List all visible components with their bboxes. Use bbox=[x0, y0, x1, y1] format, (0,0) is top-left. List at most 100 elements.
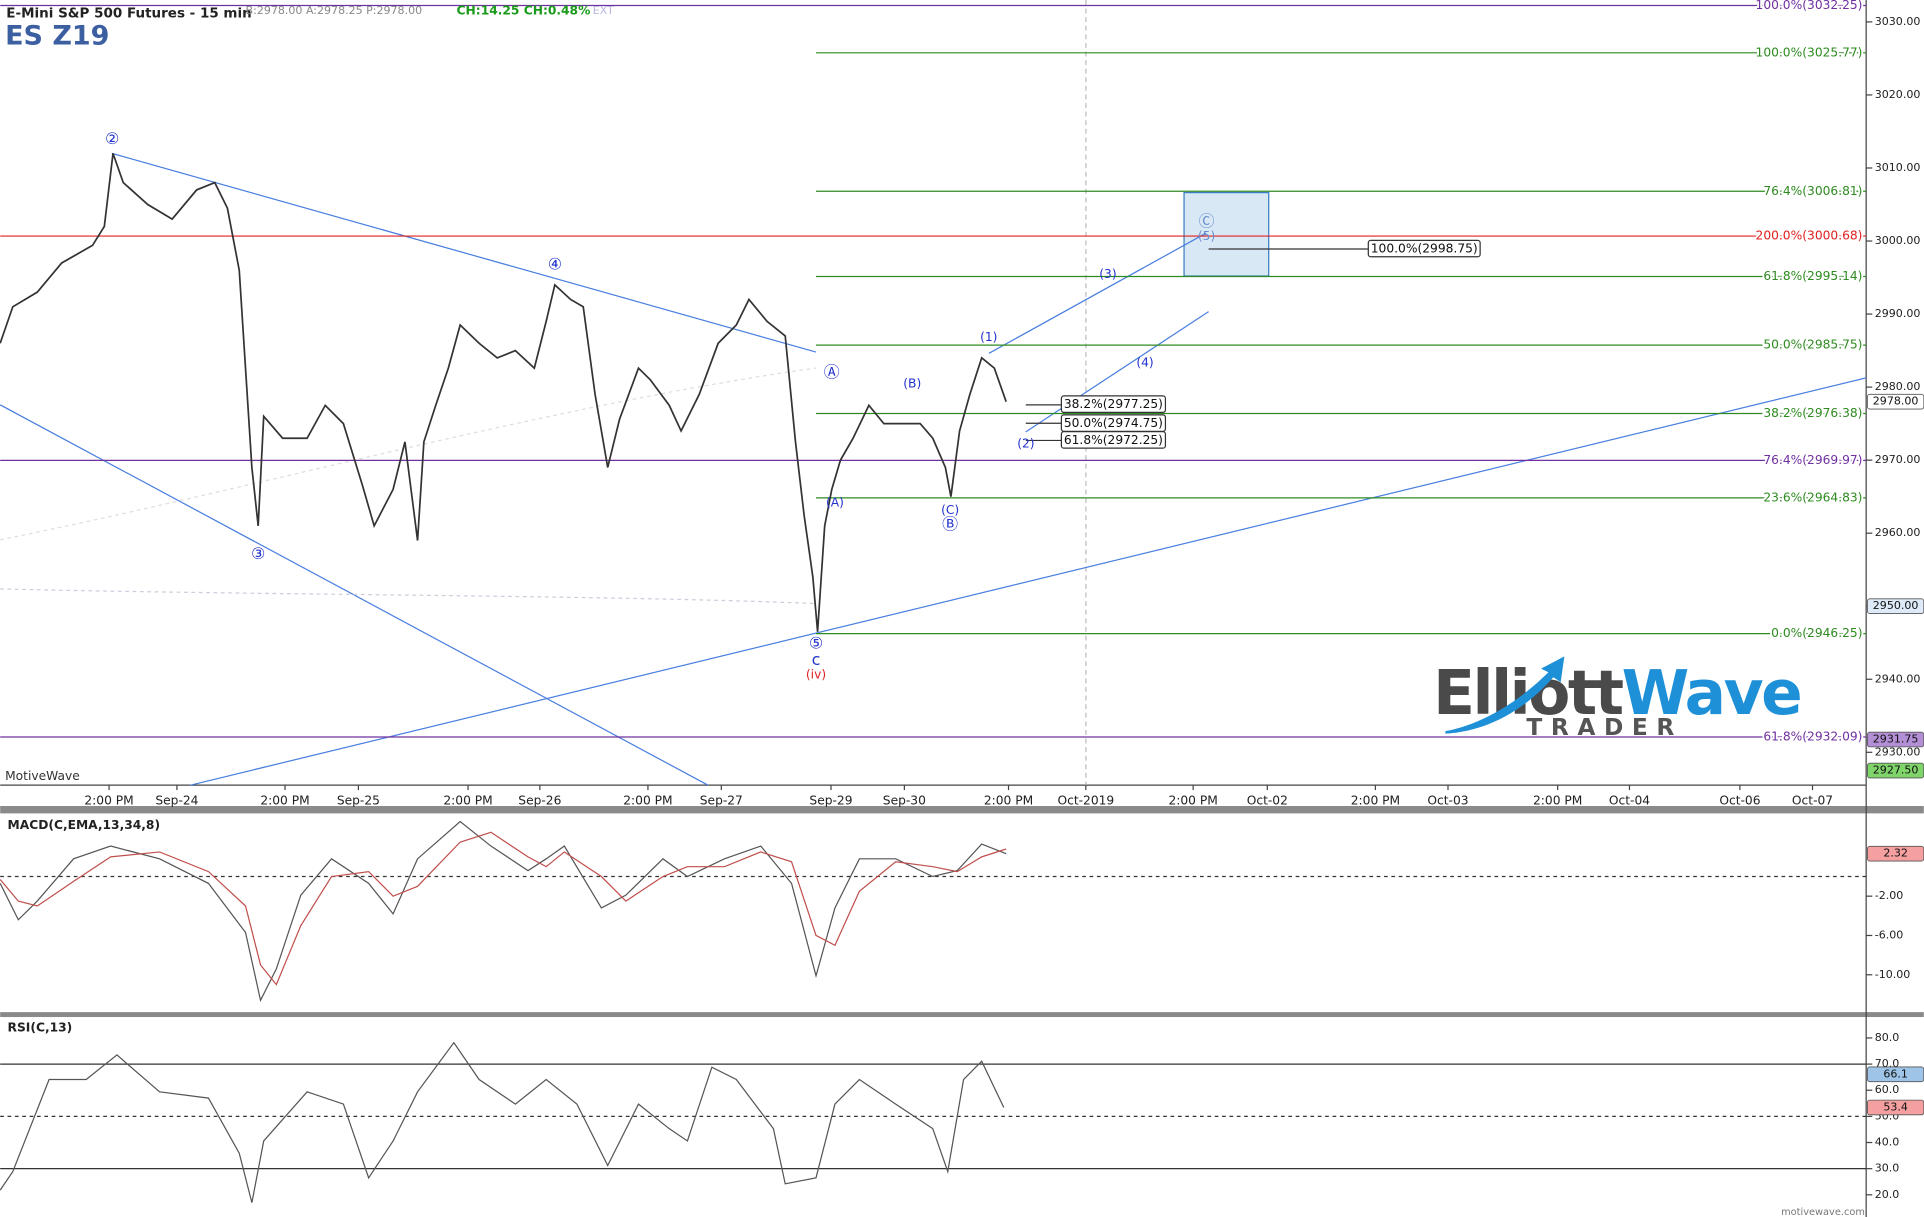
wave-label: (A) bbox=[826, 496, 844, 510]
wave-label: (4) bbox=[1136, 356, 1153, 370]
y-tick-label: 2930.00 bbox=[1875, 745, 1921, 758]
wave-label: (5) bbox=[1198, 229, 1215, 243]
series-line bbox=[0, 1041, 1005, 1203]
x-tick-label: Oct-04 bbox=[1609, 794, 1650, 808]
level-label: 38.2%(2976.38) bbox=[1763, 406, 1862, 420]
y-tick-label: -2.00 bbox=[1875, 889, 1904, 902]
x-tick-label: 2:00 PM bbox=[443, 794, 492, 808]
quote: B:2978.00 A:2978.25 P:2978.00 bbox=[246, 4, 423, 17]
instrument-title: E-Mini S&P 500 Futures - 15 min bbox=[6, 5, 251, 21]
x-tick-label: Oct-03 bbox=[1427, 794, 1468, 808]
x-tick-label: Oct-06 bbox=[1719, 794, 1760, 808]
x-tick-label: Sep-24 bbox=[155, 794, 198, 808]
wave-label: (1) bbox=[980, 330, 997, 344]
series-line bbox=[0, 153, 1007, 632]
projection-label: 61.8%(2972.25) bbox=[1064, 433, 1163, 447]
level-label: 0.0%(2946.25) bbox=[1771, 626, 1862, 640]
wave-label: Ⓑ bbox=[942, 515, 958, 534]
projection-label: 100.0%(2998.75) bbox=[1371, 242, 1478, 256]
trendline bbox=[988, 232, 1207, 354]
x-tick-label: Sep-25 bbox=[337, 794, 380, 808]
panel-title: MACD(C,EMA,13,34,8) bbox=[8, 818, 161, 832]
trendline bbox=[111, 152, 817, 353]
target-box bbox=[1183, 191, 1270, 277]
x-tick-label: 2:00 PM bbox=[84, 794, 133, 808]
y-tick-label: 3010.00 bbox=[1875, 161, 1921, 174]
logo-right: Wave bbox=[1622, 657, 1801, 728]
series-line bbox=[0, 820, 1007, 1003]
wave-label: (B) bbox=[903, 377, 921, 391]
panel-title: RSI(C,13) bbox=[8, 1021, 73, 1035]
level-label: 100.0%(3025.77) bbox=[1756, 45, 1863, 59]
y-tick-label: 80.0 bbox=[1875, 1031, 1900, 1044]
y-tick-label: -10.00 bbox=[1875, 968, 1911, 981]
price-marker-label: 53.4 bbox=[1883, 1100, 1908, 1113]
x-tick-label: Sep-29 bbox=[809, 794, 852, 808]
logo-swoosh bbox=[1445, 656, 1565, 734]
level-label: 76.4%(3006.81) bbox=[1763, 184, 1862, 198]
level-label: 50.0%(2985.75) bbox=[1763, 338, 1862, 352]
wave-label: Ⓐ bbox=[824, 363, 840, 382]
session: EXT bbox=[593, 4, 614, 17]
level-label: 200.0%(3000.68) bbox=[1756, 229, 1863, 243]
x-tick-label: 2:00 PM bbox=[1168, 794, 1217, 808]
y-tick-label: 2960.00 bbox=[1875, 526, 1921, 539]
x-tick-label: 2:00 PM bbox=[1533, 794, 1582, 808]
source: MotiveWave bbox=[5, 769, 80, 783]
wave-label: ② bbox=[105, 129, 119, 148]
footer: motivewave.com bbox=[1781, 1207, 1865, 1217]
y-tick-label: 3030.00 bbox=[1875, 15, 1921, 28]
x-tick-label: Oct-2019 bbox=[1057, 794, 1114, 808]
price-marker-label: 66.1 bbox=[1883, 1067, 1908, 1080]
wave-label: ⑤ bbox=[809, 634, 823, 653]
wave-label: ④ bbox=[548, 255, 562, 274]
wave-label: (2) bbox=[1017, 437, 1034, 451]
y-tick-label: 2980.00 bbox=[1875, 380, 1921, 393]
connectors bbox=[1025, 248, 1369, 442]
x-tick-label: 2:00 PM bbox=[1351, 794, 1400, 808]
x-tick-label: Oct-07 bbox=[1792, 794, 1833, 808]
level-label: 76.4%(2969.97) bbox=[1763, 453, 1862, 467]
wave-label: (3) bbox=[1099, 267, 1116, 281]
level-label: 61.8%(2932.09) bbox=[1763, 730, 1862, 744]
trendline bbox=[1025, 311, 1209, 433]
y-tick-label: 20.0 bbox=[1875, 1188, 1900, 1201]
price-marker-label: 2978.00 bbox=[1873, 395, 1919, 408]
level-label: 61.8%(2995.14) bbox=[1763, 269, 1862, 283]
moving-average bbox=[0, 367, 817, 541]
price-marker-label: 2.32 bbox=[1883, 847, 1908, 860]
y-tick-label: 3000.00 bbox=[1875, 234, 1921, 247]
trendline bbox=[190, 377, 1867, 786]
wave-label: (C) bbox=[941, 503, 959, 517]
price-marker-label: 2931.75 bbox=[1873, 733, 1919, 746]
symbol: ES Z19 bbox=[5, 20, 109, 51]
projection-box bbox=[1367, 239, 1481, 258]
price-marker-label: 2950.00 bbox=[1873, 599, 1919, 612]
x-tick-label: Sep-30 bbox=[883, 794, 926, 808]
wave-label: ③ bbox=[251, 544, 265, 563]
x-tick-label: Sep-26 bbox=[518, 794, 561, 808]
series-line bbox=[0, 831, 1007, 986]
panel-separator bbox=[0, 1012, 1924, 1018]
projection-label: 50.0%(2974.75) bbox=[1064, 416, 1163, 430]
projection-box bbox=[1060, 395, 1167, 413]
panel-separator bbox=[0, 806, 1924, 814]
level-label: 100.0%(3032.25) bbox=[1756, 0, 1863, 12]
x-tick-label: 2:00 PM bbox=[623, 794, 672, 808]
wave-label: Ⓒ bbox=[1199, 212, 1215, 231]
projection-label: 38.2%(2977.25) bbox=[1064, 397, 1163, 411]
moving-average bbox=[0, 588, 817, 605]
y-tick-label: 2940.00 bbox=[1875, 672, 1921, 685]
wave-label: (iv) bbox=[806, 667, 826, 681]
y-tick-label: 30.0 bbox=[1875, 1162, 1900, 1175]
projection-box bbox=[1060, 431, 1167, 449]
x-tick-label: 2:00 PM bbox=[260, 794, 309, 808]
y-tick-label: 40.0 bbox=[1875, 1136, 1900, 1149]
x-tick-label: Sep-27 bbox=[700, 794, 743, 808]
x-tick-label: 2:00 PM bbox=[984, 794, 1033, 808]
logo-tagline: TRADER bbox=[1526, 714, 1683, 741]
